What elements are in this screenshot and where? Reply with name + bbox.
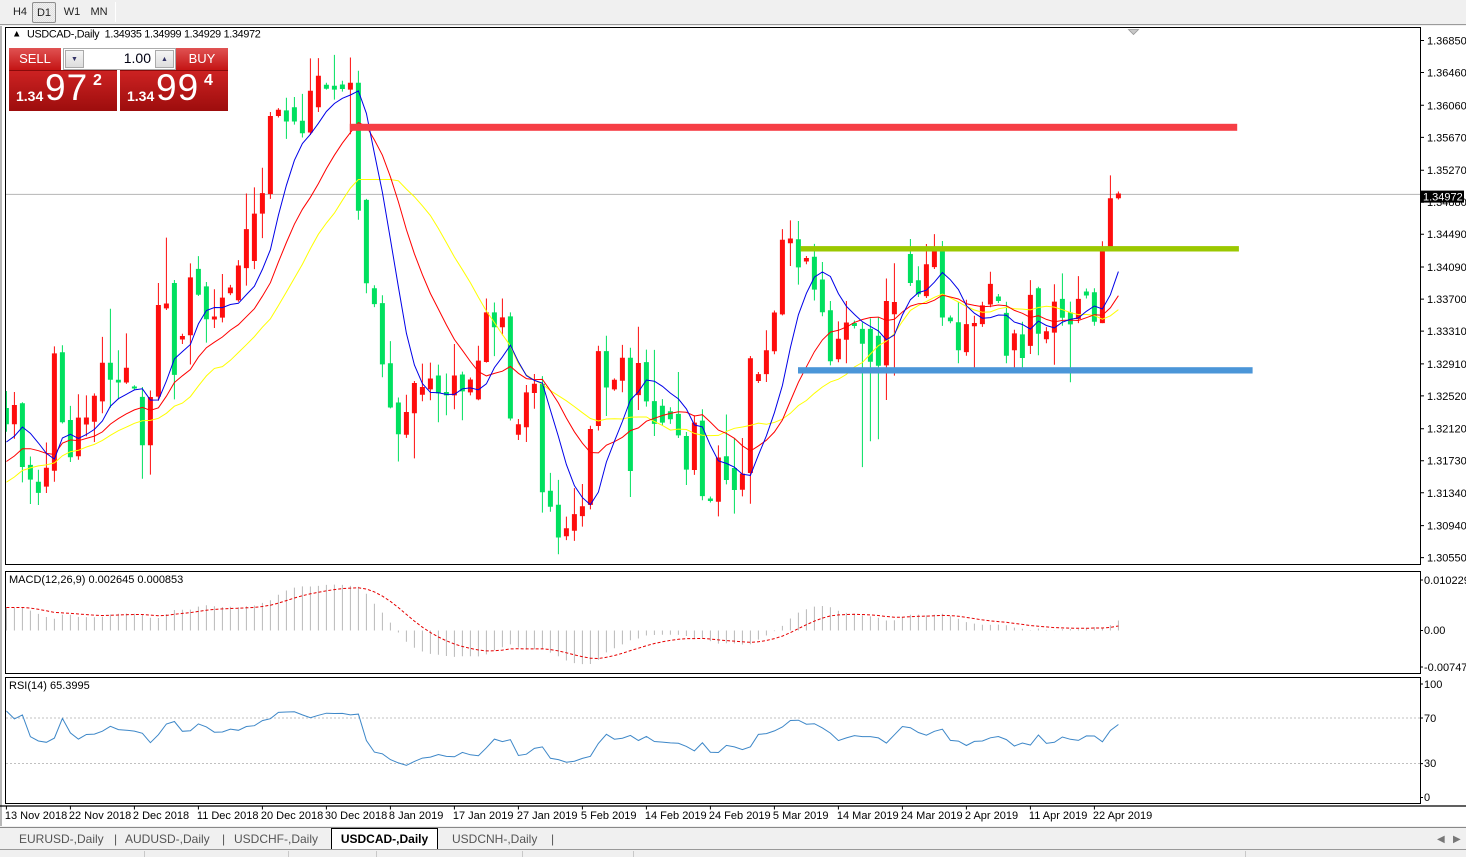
svg-text:17 Jan 2019: 17 Jan 2019: [453, 810, 514, 822]
svg-text:24 Mar 2019: 24 Mar 2019: [901, 810, 963, 822]
svg-text:2 Dec 2018: 2 Dec 2018: [133, 810, 189, 822]
svg-text:1.33700: 1.33700: [1427, 294, 1466, 306]
svg-text:20 Dec 2018: 20 Dec 2018: [261, 810, 323, 822]
svg-text:1.31340: 1.31340: [1427, 488, 1466, 500]
svg-text:11 Dec 2018: 11 Dec 2018: [197, 810, 259, 822]
svg-text:0.010229: 0.010229: [1424, 575, 1466, 587]
svg-text:14 Mar 2019: 14 Mar 2019: [837, 810, 899, 822]
svg-text:1.36060: 1.36060: [1427, 100, 1466, 112]
svg-text:1.32910: 1.32910: [1427, 359, 1466, 371]
svg-text:2 Apr 2019: 2 Apr 2019: [965, 810, 1018, 822]
svg-text:USDCAD-,Daily 1.34935 1.34999: USDCAD-,Daily 1.34935 1.34999 1.34929 1.…: [27, 29, 261, 41]
svg-text:1.32520: 1.32520: [1427, 391, 1466, 403]
svg-text:1.34090: 1.34090: [1427, 262, 1466, 274]
svg-text:1.34972: 1.34972: [1423, 191, 1463, 203]
svg-text:MACD(12,26,9) 0.002645 0.00085: MACD(12,26,9) 0.002645 0.000853: [9, 574, 183, 586]
svg-text:1.32120: 1.32120: [1427, 424, 1466, 436]
svg-text:1.34490: 1.34490: [1427, 229, 1466, 241]
svg-text:-0.007477: -0.007477: [1424, 662, 1466, 674]
svg-text:5 Feb 2019: 5 Feb 2019: [581, 810, 637, 822]
svg-text:1.36850: 1.36850: [1427, 36, 1466, 48]
svg-text:100: 100: [1424, 679, 1442, 691]
svg-text:22 Nov 2018: 22 Nov 2018: [69, 810, 131, 822]
svg-text:1.35670: 1.35670: [1427, 132, 1466, 144]
svg-text:27 Jan 2019: 27 Jan 2019: [517, 810, 578, 822]
svg-text:30 Dec 2018: 30 Dec 2018: [325, 810, 387, 822]
svg-text:1.35270: 1.35270: [1427, 165, 1466, 177]
svg-text:30: 30: [1424, 758, 1436, 770]
svg-text:1.30940: 1.30940: [1427, 521, 1466, 533]
svg-text:▲: ▲: [12, 29, 21, 40]
svg-text:1.36460: 1.36460: [1427, 68, 1466, 80]
svg-text:5 Mar 2019: 5 Mar 2019: [773, 810, 829, 822]
svg-text:70: 70: [1424, 713, 1436, 725]
svg-text:13 Nov 2018: 13 Nov 2018: [5, 810, 67, 822]
svg-text:22 Apr 2019: 22 Apr 2019: [1093, 810, 1152, 822]
svg-text:0.00: 0.00: [1424, 625, 1445, 637]
svg-text:11 Apr 2019: 11 Apr 2019: [1029, 810, 1088, 822]
svg-text:8 Jan 2019: 8 Jan 2019: [389, 810, 443, 822]
svg-text:1.30550: 1.30550: [1427, 553, 1466, 565]
svg-text:RSI(14) 65.3995: RSI(14) 65.3995: [9, 680, 90, 692]
svg-text:0: 0: [1424, 792, 1430, 804]
svg-text:1.33310: 1.33310: [1427, 326, 1466, 338]
svg-text:14 Feb 2019: 14 Feb 2019: [645, 810, 707, 822]
svg-text:24 Feb 2019: 24 Feb 2019: [709, 810, 771, 822]
svg-text:1.31730: 1.31730: [1427, 456, 1466, 468]
